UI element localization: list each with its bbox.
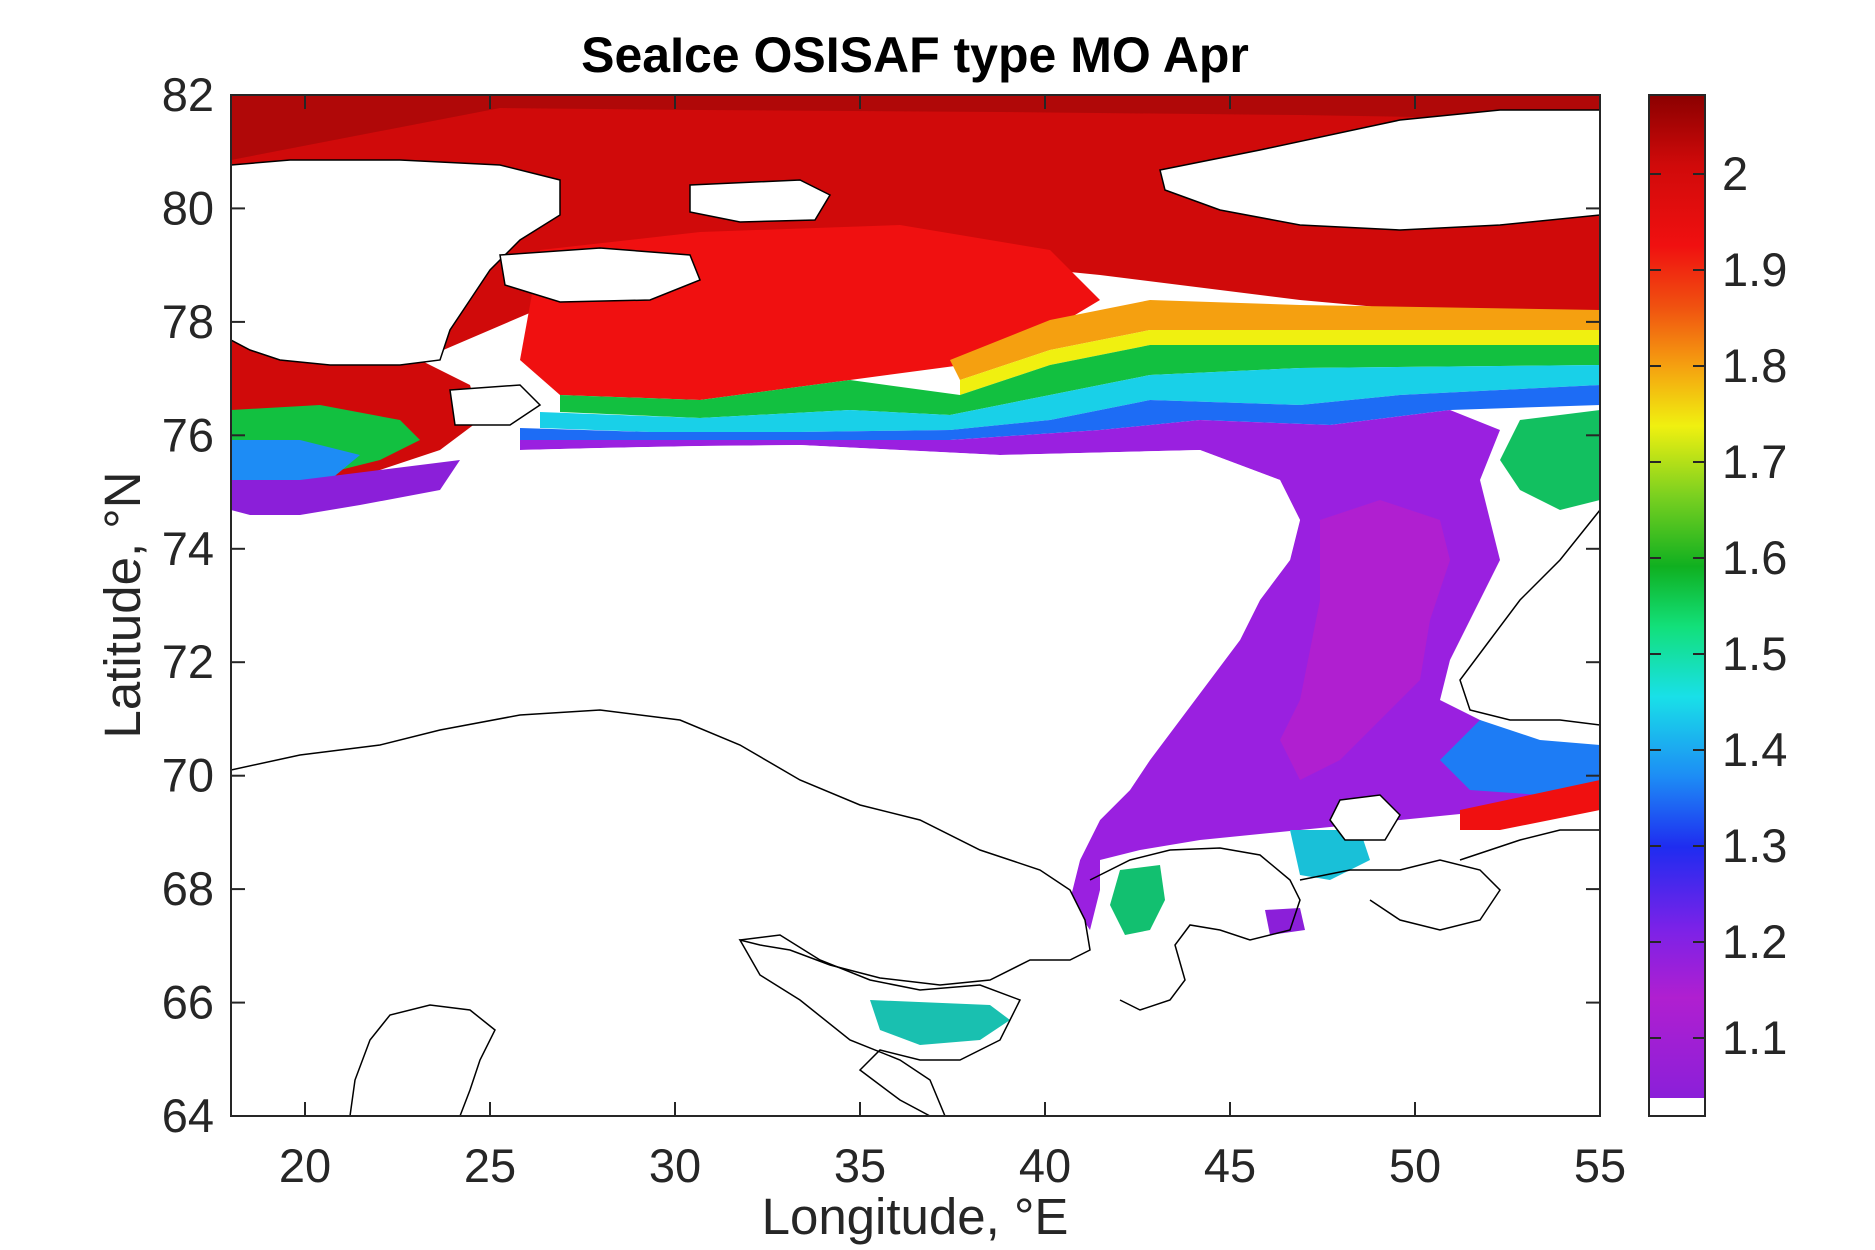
y-tick-80: 80 <box>162 181 1600 234</box>
land-svalbard <box>231 159 561 366</box>
land-southeast-coast <box>1459 829 1600 861</box>
x-tick-label: 25 <box>464 1139 516 1192</box>
x-tick-label: 20 <box>279 1139 331 1192</box>
land-island-2 <box>499 247 701 303</box>
y-tick-label: 70 <box>162 749 214 802</box>
x-axis: 20 25 30 35 40 45 50 55 Longitude, °E <box>279 95 1626 1245</box>
plot-frame <box>230 94 1601 1117</box>
y-tick-label: 74 <box>162 522 214 575</box>
y-tick-label: 82 <box>162 68 214 121</box>
y-tick-label: 66 <box>162 976 214 1029</box>
x-tick-label: 45 <box>1204 1139 1256 1192</box>
x-tick-50: 50 <box>1389 95 1441 1192</box>
y-tick-68: 68 <box>162 862 1600 915</box>
y-tick-74: 74 <box>162 522 1600 575</box>
colorbar-tick-1.2: 1.2 <box>1649 915 1787 968</box>
y-tick-label: 80 <box>162 181 214 234</box>
land-novaya-zemlya <box>1459 508 1600 726</box>
ice-field-darkred-band <box>231 95 1600 160</box>
x-tick-label: 35 <box>834 1139 886 1192</box>
colorbar-tick-label: 1.6 <box>1722 531 1787 584</box>
ice-patch-east-blue <box>1440 720 1600 795</box>
x-tick-35: 35 <box>834 95 886 1192</box>
colorbar-tick-1.3: 1.3 <box>1649 819 1787 872</box>
y-tick-82: 82 <box>162 68 214 121</box>
colorbar-tick-1.4: 1.4 <box>1649 723 1787 776</box>
x-tick-40: 40 <box>1019 95 1071 1192</box>
land-pechora-coast <box>1299 859 1501 931</box>
ice-edge-orange <box>950 300 1600 380</box>
ice-patch-gulf-bothnia <box>870 1000 1010 1045</box>
x-tick-label: 30 <box>649 1139 701 1192</box>
map-plot-area <box>231 95 1600 1116</box>
colorbar-tick-1.1: 1.1 <box>1649 1011 1787 1064</box>
land-gulf-bothnia-outline <box>739 934 1022 1116</box>
ice-edge-yellow <box>960 330 1600 395</box>
x-tick-label: 50 <box>1389 1139 1441 1192</box>
y-tick-label: 78 <box>162 295 214 348</box>
colorbar-tick-label: 1.9 <box>1722 243 1787 296</box>
y-tick-label: 64 <box>162 1089 214 1142</box>
land-franz-josef <box>1159 109 1600 231</box>
colorbar-tick-label: 1.8 <box>1722 339 1787 392</box>
land-kola-coast <box>1089 847 1301 1011</box>
colorbar: 1.1 1.2 1.3 1.4 1.5 1.6 1.7 1.8 1.9 2 <box>1648 94 1787 1117</box>
x-tick-label: 40 <box>1019 1139 1071 1192</box>
land-island-3 <box>449 384 542 426</box>
colorbar-tick-label: 1.5 <box>1722 627 1787 680</box>
colorbar-tick-label: 1.4 <box>1722 723 1787 776</box>
y-tick-72: 72 <box>162 635 1600 688</box>
colorbar-frame <box>1648 94 1706 1117</box>
ice-edge-green <box>560 345 1600 418</box>
land-sw-island-outline <box>349 1004 496 1116</box>
colorbar-tick-1.5: 1.5 <box>1649 627 1787 680</box>
colorbar-tick-1.7: 1.7 <box>1649 435 1787 488</box>
colorbar-gradient <box>1649 95 1705 1098</box>
y-tick-78: 78 <box>162 295 1600 348</box>
y-tick-66: 66 <box>162 976 1600 1029</box>
y-axis: 64 66 68 70 72 74 76 78 80 82 Latitude, … <box>94 68 1600 1142</box>
ice-patch-white-sea-1 <box>1110 865 1165 935</box>
x-tick-30: 30 <box>649 95 701 1192</box>
y-tick-64: 64 <box>162 1089 214 1142</box>
ice-edge-blue <box>520 385 1600 440</box>
x-tick-55: 55 <box>1574 1139 1626 1192</box>
colorbar-tick-label: 1.2 <box>1722 915 1787 968</box>
x-tick-45: 45 <box>1204 95 1256 1192</box>
land-island-1 <box>689 179 832 223</box>
y-tick-70: 70 <box>162 749 1600 802</box>
land-scandinavia-coast <box>231 709 1091 1116</box>
ice-patch-svalbard-purple <box>231 460 460 515</box>
ice-tongue-magenta <box>1280 500 1450 780</box>
land-kolguev <box>1329 794 1401 841</box>
colorbar-tick-2: 2 <box>1649 147 1748 200</box>
chart-title: SeaIce OSISAF type MO Apr <box>581 27 1249 83</box>
colorbar-tick-1.9: 1.9 <box>1649 243 1787 296</box>
colorbar-tick-1.6: 1.6 <box>1649 531 1787 584</box>
ice-edge-cyan <box>540 365 1600 432</box>
y-tick-label: 76 <box>162 408 214 461</box>
y-tick-76: 76 <box>162 408 1600 461</box>
x-tick-20: 20 <box>279 95 331 1192</box>
y-tick-label: 72 <box>162 635 214 688</box>
x-axis-label: Longitude, °E <box>762 1188 1069 1245</box>
colorbar-tick-label: 1.3 <box>1722 819 1787 872</box>
colorbar-tick-label: 1.1 <box>1722 1011 1787 1064</box>
ice-patch-white-sea-2 <box>1290 830 1370 880</box>
colorbar-tick-1.8: 1.8 <box>1649 339 1787 392</box>
colorbar-bottom-bin <box>1649 1098 1705 1116</box>
ice-patch-east-green <box>1500 410 1600 510</box>
y-axis-label: Latitude, °N <box>94 471 151 738</box>
x-tick-25: 25 <box>464 95 516 1192</box>
colorbar-tick-label: 2 <box>1722 147 1748 200</box>
ice-patch-east-red <box>1460 780 1600 830</box>
y-tick-label: 68 <box>162 862 214 915</box>
colorbar-tick-label: 1.7 <box>1722 435 1787 488</box>
x-tick-label: 55 <box>1574 1139 1626 1192</box>
